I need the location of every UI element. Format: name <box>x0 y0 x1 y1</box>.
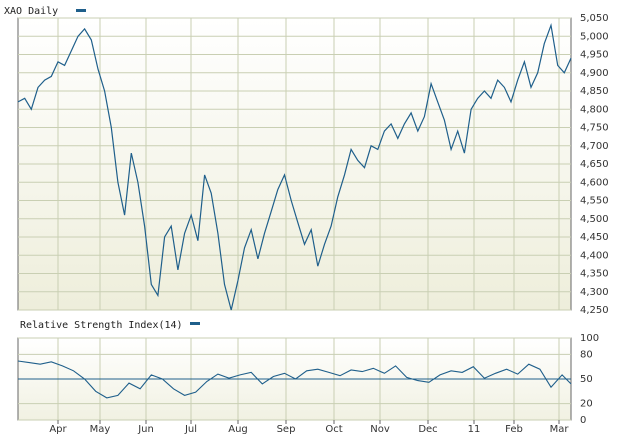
x-tick-label: Jun <box>137 424 154 435</box>
x-tick-label: Apr <box>49 424 67 435</box>
rsi-y-tick-label: 80 <box>580 349 593 360</box>
rsi-chart-title: Relative Strength Index(14) <box>20 320 183 331</box>
main-gridlines <box>18 17 571 311</box>
main-y-tick-label: 4,950 <box>580 50 609 61</box>
rsi-line <box>17 360 572 399</box>
main-title-legend-swatch <box>76 9 86 12</box>
x-tick-label: Nov <box>370 424 390 435</box>
x-tick-label: Oct <box>325 424 342 435</box>
rsi-y-tick-label: 0 <box>580 415 586 426</box>
main-y-tick-label: 5,050 <box>580 13 609 24</box>
main-y-tick-label: 4,900 <box>580 68 609 79</box>
x-tick-label: Jul <box>184 424 197 435</box>
main-y-tick-label: 4,500 <box>580 214 609 225</box>
rsi-y-axis: 100 80 50 20 0 <box>580 333 599 426</box>
main-y-tick-label: 4,400 <box>580 250 609 261</box>
x-tick-label: Aug <box>228 424 248 435</box>
x-tick-label: Sep <box>277 424 296 435</box>
rsi-y-tick-label: 100 <box>580 333 599 344</box>
x-tick-label: 11 <box>468 424 481 435</box>
main-y-tick-label: 4,350 <box>580 269 609 280</box>
x-axis: Apr May Jun Jul Aug Sep Oct Nov Dec 11 Feb Mar <box>49 420 569 435</box>
rsi-title-legend-swatch <box>190 322 200 325</box>
x-tick-label: Feb <box>505 424 523 435</box>
main-y-tick-label: 4,300 <box>580 287 609 298</box>
rsi-y-tick-label: 20 <box>580 399 593 410</box>
main-y-tick-label: 4,550 <box>580 196 609 207</box>
main-y-tick-label: 4,700 <box>580 141 609 152</box>
main-y-tick-label: 4,650 <box>580 159 609 170</box>
x-tick-label: Dec <box>418 424 437 435</box>
main-y-tick-label: 4,450 <box>580 232 609 243</box>
main-y-tick-label: 4,250 <box>580 305 609 316</box>
main-y-tick-label: 4,600 <box>580 177 609 188</box>
x-tick-label: May <box>90 424 111 435</box>
main-y-tick-label: 4,850 <box>580 86 609 97</box>
main-y-axis: 5,050 5,000 4,950 4,900 4,850 4,800 4,750 4,700… <box>580 13 609 316</box>
main-chart-title: XAO Daily <box>4 6 58 17</box>
main-y-tick-label: 4,750 <box>580 123 609 134</box>
xao-price-line <box>17 22 572 311</box>
main-y-tick-label: 5,000 <box>580 31 609 42</box>
x-tick-label: Mar <box>550 424 570 435</box>
rsi-y-tick-label: 50 <box>580 374 593 385</box>
main-y-tick-label: 4,800 <box>580 104 609 115</box>
